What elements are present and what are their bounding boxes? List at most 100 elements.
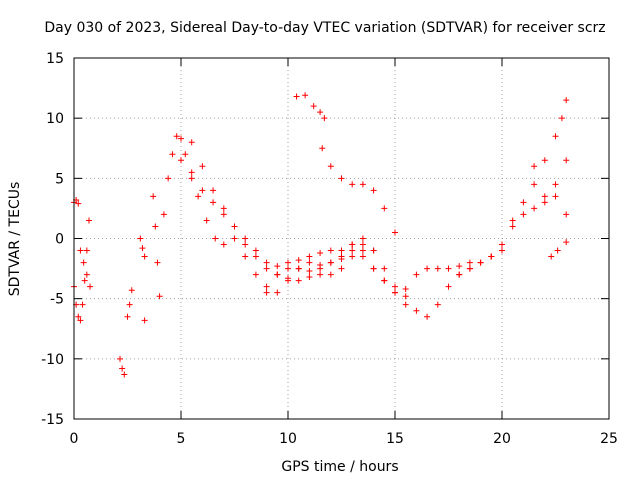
data-point-17-0 bbox=[456, 271, 463, 278]
data-points bbox=[71, 92, 570, 378]
y-tick-label-1: -10 bbox=[41, 352, 64, 368]
data-point-12-0 bbox=[263, 289, 270, 296]
data-point-16-8 bbox=[563, 97, 570, 104]
data-point-1-7 bbox=[85, 217, 92, 224]
data-point-2-0 bbox=[77, 247, 84, 254]
data-point-15-0 bbox=[402, 301, 409, 308]
data-point-10-7 bbox=[263, 283, 270, 290]
data-point-11-11 bbox=[306, 274, 313, 281]
series-arc-2h bbox=[117, 355, 128, 378]
data-point-12-6 bbox=[327, 259, 334, 266]
data-point-9-17 bbox=[359, 235, 366, 242]
data-point-2-1 bbox=[80, 259, 87, 266]
data-point-10-0 bbox=[188, 139, 195, 146]
axis-ticks: 0 5 10 15 20 25 -15 -10 -5 0 5 10 15 bbox=[41, 51, 618, 447]
data-point-17-3 bbox=[488, 253, 495, 260]
data-point-14-1 bbox=[327, 163, 334, 170]
data-point-9-11 bbox=[295, 257, 302, 264]
series-arc-main-top bbox=[178, 157, 398, 290]
data-point-2-2 bbox=[83, 271, 90, 278]
data-point-11-10 bbox=[295, 277, 302, 284]
data-point-10-8 bbox=[274, 289, 281, 296]
data-point-19-2 bbox=[563, 239, 570, 246]
data-point-17-7 bbox=[531, 205, 538, 212]
x-tick-label-1: 5 bbox=[177, 431, 186, 447]
data-point-11-16 bbox=[359, 241, 366, 248]
series-arc-early-c bbox=[77, 247, 94, 290]
data-point-12-15 bbox=[424, 265, 431, 272]
data-point-2-3 bbox=[87, 283, 94, 290]
data-point-16-3 bbox=[520, 199, 527, 206]
data-point-12-1 bbox=[274, 271, 281, 278]
data-point-9-8 bbox=[263, 259, 270, 266]
y-tick-label-0: -15 bbox=[41, 412, 64, 428]
data-point-9-12 bbox=[306, 253, 313, 260]
data-point-10-20 bbox=[402, 293, 409, 300]
data-point-10-15 bbox=[349, 247, 356, 254]
data-point-12-5 bbox=[317, 265, 324, 272]
data-point-10-5 bbox=[242, 253, 249, 260]
data-point-5-2 bbox=[141, 253, 148, 260]
x-tick-label-4: 20 bbox=[493, 431, 511, 447]
data-point-12-16 bbox=[434, 265, 441, 272]
data-point-4-2 bbox=[128, 287, 135, 294]
data-point-12-22 bbox=[499, 247, 505, 254]
data-point-9-14 bbox=[327, 247, 334, 254]
data-point-1-2 bbox=[75, 313, 82, 320]
data-point-19-0 bbox=[548, 253, 555, 260]
data-point-12-10 bbox=[370, 265, 377, 272]
grid-lines bbox=[74, 58, 609, 419]
series-arc-main-mid bbox=[188, 139, 409, 300]
data-point-8-2 bbox=[169, 151, 176, 158]
data-point-12-17 bbox=[445, 265, 452, 272]
data-point-11-14 bbox=[338, 265, 345, 272]
data-point-17-9 bbox=[552, 193, 559, 200]
data-point-14-7 bbox=[392, 229, 398, 236]
y-tick-label-5: 10 bbox=[46, 111, 64, 127]
data-point-9-3 bbox=[210, 199, 217, 206]
data-point-15-3 bbox=[434, 301, 441, 308]
data-point-16-4 bbox=[531, 181, 538, 188]
data-point-18-1 bbox=[541, 193, 548, 200]
data-point-12-8 bbox=[349, 241, 356, 248]
data-point-12-12 bbox=[392, 289, 398, 296]
data-point-4-1 bbox=[126, 301, 133, 308]
data-point-18-3 bbox=[563, 157, 570, 164]
series-arc-2.5h bbox=[124, 287, 135, 320]
data-point-10-16 bbox=[359, 253, 366, 260]
data-point-17-6 bbox=[520, 211, 527, 218]
data-point-7-2 bbox=[154, 259, 161, 266]
data-point-8-5 bbox=[182, 151, 189, 158]
data-point-9-1 bbox=[188, 175, 195, 182]
data-point-5-1 bbox=[139, 245, 146, 252]
x-axis-label: GPS time / hours bbox=[281, 459, 398, 475]
data-point-13-1 bbox=[302, 92, 309, 99]
data-point-12-14 bbox=[413, 271, 420, 278]
series-arc-3.8h bbox=[150, 193, 163, 300]
data-point-7-1 bbox=[152, 223, 159, 230]
series-arc-main-bottom bbox=[263, 241, 505, 296]
data-point-12-18 bbox=[456, 263, 463, 270]
data-point-13-4 bbox=[321, 115, 328, 122]
data-point-3-1 bbox=[119, 365, 126, 372]
data-point-12-2 bbox=[285, 265, 291, 272]
data-point-7-3 bbox=[156, 293, 163, 300]
data-point-9-15 bbox=[338, 247, 345, 254]
data-point-15-1 bbox=[413, 307, 420, 314]
data-point-8-0 bbox=[160, 211, 167, 218]
data-point-12-13 bbox=[402, 286, 409, 293]
data-point-17-5 bbox=[509, 223, 516, 230]
data-point-17-10 bbox=[563, 211, 570, 218]
data-point-8-1 bbox=[165, 175, 172, 182]
data-point-1-4 bbox=[79, 301, 86, 308]
series-arc-4h bbox=[160, 133, 195, 218]
data-point-9-20 bbox=[392, 283, 398, 290]
series-arc-10h bbox=[293, 92, 328, 122]
y-axis-label: SDTVAR / TECUs bbox=[7, 182, 23, 297]
data-point-9-4 bbox=[220, 205, 227, 212]
series-arc-evening-d bbox=[548, 239, 570, 260]
y-tick-label-2: -5 bbox=[50, 292, 64, 308]
data-point-5-0 bbox=[137, 235, 144, 242]
series-arc-main-low bbox=[195, 193, 377, 284]
